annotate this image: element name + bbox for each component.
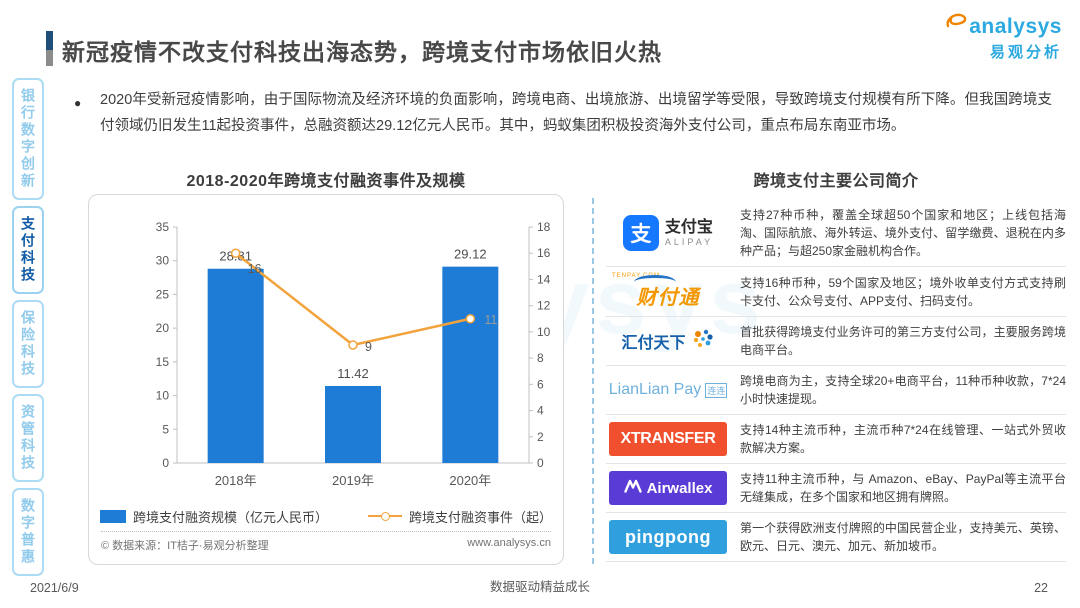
- svg-text:10: 10: [537, 325, 551, 339]
- xtransfer-logo: XTRANSFER: [606, 422, 730, 456]
- svg-text:10: 10: [156, 389, 170, 403]
- airwallex-logo: Airwallex: [606, 471, 730, 505]
- company-description: 支持14种主流币种，主流币种7*24在线管理、一站式外贸收款解决方案。: [740, 423, 1066, 455]
- svg-text:29.12: 29.12: [454, 247, 487, 262]
- svg-text:0: 0: [537, 456, 544, 470]
- tenpay-arc-icon: [634, 275, 676, 289]
- chart-legend: 跨境支付融资规模（亿元人民币） 跨境支付融资事件（起）: [97, 504, 555, 528]
- table-row: 汇付天下 首批获得跨境支付业务许可的第三方支付公司，主要服务跨境电商平台。: [606, 317, 1066, 366]
- svg-text:2020年: 2020年: [449, 473, 491, 488]
- svg-text:6: 6: [537, 377, 544, 391]
- alipay-logo-text: 支付宝: [664, 219, 713, 237]
- sidebar-item-asset-tech[interactable]: 资管科技: [12, 394, 44, 482]
- company-description: 跨境电商为主，支持全球20+电商平台，11种币种收款，7*24 小时快速提现。: [740, 374, 1066, 406]
- title-accent-bar: [46, 31, 53, 66]
- svg-text:12: 12: [537, 299, 551, 313]
- table-row: Airwallex 支持11种主流币种，与 Amazon、eBay、PayPal…: [606, 464, 1066, 513]
- bar-legend-label: 跨境支付融资规模（亿元人民币）: [132, 509, 328, 525]
- sidebar-item-digital-inclusion[interactable]: 数字普惠: [12, 488, 44, 576]
- svg-text:16: 16: [248, 262, 262, 276]
- airwallex-logo-text: Airwallex: [646, 479, 713, 497]
- brand-name-cn: 易观分析: [989, 44, 1062, 61]
- svg-text:14: 14: [537, 272, 551, 286]
- svg-text:11.42: 11.42: [337, 366, 369, 381]
- lianlian-logo-badge: 连连: [705, 383, 728, 398]
- svg-text:30: 30: [156, 254, 170, 268]
- tenpay-logo-text: 财付通: [636, 287, 700, 309]
- svg-text:15: 15: [156, 355, 170, 369]
- page-title: 新冠疫情不改支付科技出海态势，跨境支付市场依旧火热: [62, 39, 662, 65]
- sidebar-item-bank-digital[interactable]: 银行数字创新: [12, 78, 44, 200]
- brand-name: analysys: [969, 15, 1062, 38]
- tenpay-logo-subtext: TENPAY.COM: [612, 273, 661, 279]
- table-row: XTRANSFER 支持14种主流币种，主流币种7*24在线管理、一站式外贸收款…: [606, 415, 1066, 464]
- line-legend-label: 跨境支付融资事件（起）: [409, 509, 553, 525]
- table-row: pingpong 第一个获得欧洲支付牌照的中国民营企业，支持美元、英镑、欧元、日…: [606, 513, 1066, 562]
- brand-swoosh-icon: [945, 12, 969, 37]
- pingpong-logo-text: pingpong: [609, 520, 727, 554]
- companies-panel: 跨境支付主要公司简介 支 支付宝 ALIPAY 支持27种币种，覆盖全球超50个…: [606, 167, 1066, 562]
- sidebar: 银行数字创新 支付科技 保险科技 资管科技 数字普惠: [7, 78, 49, 576]
- summary-paragraph: 2020年受新冠疫情影响，由于国际物流及经济环境的负面影响，跨境电商、出境旅游、…: [100, 92, 1052, 134]
- huifu-pinwheel-icon: [691, 327, 715, 356]
- lianlian-logo: LianLian Pay 连连: [606, 381, 730, 399]
- table-row: LianLian Pay 连连 跨境电商为主，支持全球20+电商平台，11种币种…: [606, 366, 1066, 415]
- svg-text:9: 9: [365, 340, 372, 354]
- svg-text:2018年: 2018年: [215, 473, 257, 488]
- svg-text:16: 16: [537, 246, 551, 260]
- legend-item-bar: 跨境支付融资规模（亿元人民币）: [99, 507, 328, 526]
- page-number: 22: [1034, 581, 1048, 595]
- bar-legend-swatch: [99, 509, 126, 523]
- company-description: 支持11种主流币种，与 Amazon、eBay、PayPal等主流平台无缝集成，…: [740, 472, 1066, 504]
- sidebar-item-payment-tech[interactable]: 支付科技: [12, 206, 44, 294]
- alipay-logo-subtext: ALIPAY: [664, 236, 714, 247]
- legend-item-line: 跨境支付融资事件（起）: [368, 507, 552, 526]
- line-legend-swatch: [368, 511, 402, 521]
- huifu-logo-text: 汇付天下: [621, 335, 686, 352]
- svg-text:18: 18: [537, 220, 551, 234]
- company-description: 首批获得跨境支付业务许可的第三方支付公司，主要服务跨境电商平台。: [740, 325, 1066, 357]
- footer-date: 2021/6/9: [30, 581, 79, 595]
- chart-source-text: © 数据来源：IT桔子·易观分析整理: [101, 540, 269, 552]
- company-description: 支持27种币种，覆盖全球超50个国家和地区；上线包括海淘、国际航旅、海外转运、境…: [740, 208, 1066, 258]
- sidebar-item-insurance-tech[interactable]: 保险科技: [12, 300, 44, 388]
- tenpay-logo: TENPAY.COM 财付通: [606, 273, 730, 310]
- alipay-icon: 支: [622, 215, 659, 251]
- bar-line-chart: 0510152025303502468101214161828.8111.422…: [156, 220, 551, 488]
- bullet-icon: ●: [74, 96, 82, 110]
- xtransfer-logo-text: XTRANSFER: [609, 422, 727, 456]
- companies-title: 跨境支付主要公司简介: [753, 173, 919, 190]
- huifu-logo: 汇付天下: [606, 327, 730, 356]
- chart-footer-divider: [101, 531, 551, 532]
- chart-card: 0510152025303502468101214161828.8111.422…: [88, 194, 564, 565]
- chart-title: 2018-2020年跨境支付融资事件及规模: [186, 173, 466, 190]
- footer-slogan: 数据驱动精益成长: [489, 580, 590, 594]
- company-description: 支持16种币种，59个国家及地区；境外收单支付方式支持刷卡支付、公众号支付、AP…: [740, 275, 1066, 308]
- svg-text:5: 5: [162, 422, 169, 436]
- svg-text:0: 0: [162, 456, 169, 470]
- airwallex-mark-icon: [623, 479, 642, 497]
- table-row: 支 支付宝 ALIPAY 支持27种币种，覆盖全球超50个国家和地区；上线包括海…: [606, 200, 1066, 267]
- company-description: 第一个获得欧洲支付牌照的中国民营企业，支持美元、英镑、欧元、日元、澳元、加元、新…: [740, 521, 1066, 553]
- pingpong-logo: pingpong: [606, 520, 730, 554]
- svg-text:2: 2: [537, 430, 544, 444]
- column-divider: [592, 198, 594, 564]
- svg-text:2019年: 2019年: [332, 473, 374, 488]
- svg-text:25: 25: [156, 287, 170, 301]
- alipay-logo: 支 支付宝 ALIPAY: [606, 215, 730, 251]
- svg-text:20: 20: [156, 321, 170, 335]
- brand-logo: analysys 易观分析: [945, 12, 1062, 62]
- lianlian-logo-text: LianLian Pay: [608, 381, 702, 398]
- svg-text:8: 8: [537, 351, 544, 365]
- chart-source-url: www.analysys.cn: [467, 537, 551, 549]
- svg-text:11: 11: [484, 313, 497, 327]
- svg-text:35: 35: [156, 220, 170, 234]
- svg-text:4: 4: [537, 404, 544, 418]
- table-row: TENPAY.COM 财付通 支持16种币种，59个国家及地区；境外收单支付方式…: [606, 267, 1066, 317]
